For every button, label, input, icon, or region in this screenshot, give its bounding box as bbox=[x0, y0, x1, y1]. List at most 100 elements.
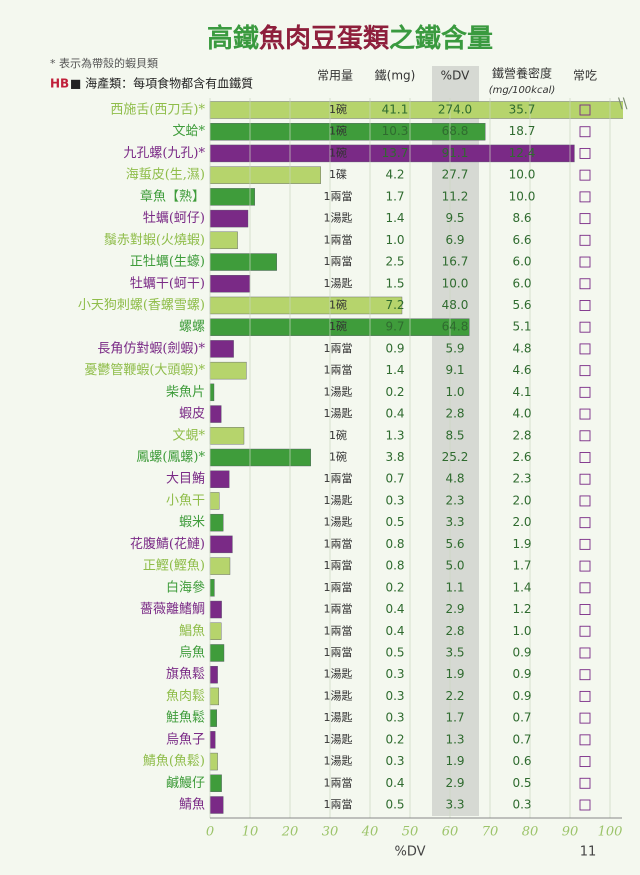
x-tick-label: 90 bbox=[562, 825, 579, 840]
checkbox bbox=[579, 386, 591, 398]
x-tick-label: 0 bbox=[206, 825, 214, 840]
checkbox bbox=[579, 365, 591, 377]
density: 18.7 bbox=[509, 124, 536, 138]
dv-label: 3.3 bbox=[445, 798, 464, 812]
checkbox bbox=[579, 169, 591, 181]
category-label: 烏魚子 bbox=[166, 731, 205, 747]
iron: 0.2 bbox=[385, 732, 404, 746]
portion: 1碗 bbox=[329, 450, 347, 464]
density: 12.4 bbox=[509, 146, 536, 160]
checkbox bbox=[579, 734, 591, 746]
portion: 1湯匙 bbox=[324, 516, 353, 529]
page-number: 11 bbox=[580, 845, 597, 860]
category-label: 海蜇皮(生,濕) bbox=[126, 168, 205, 183]
portion: 1湯匙 bbox=[324, 733, 353, 746]
portion: 1湯匙 bbox=[324, 494, 353, 507]
checkbox bbox=[579, 343, 591, 355]
category-label: 正牡蠣(生蠔) bbox=[130, 254, 205, 270]
category-label: 旗魚鬆 bbox=[166, 666, 205, 682]
density: 4.6 bbox=[512, 363, 531, 377]
portion: 1兩當 bbox=[324, 776, 353, 789]
checkbox bbox=[579, 625, 591, 637]
category-label: 大目鮪 bbox=[166, 472, 205, 487]
category-label: 小天狗刺螺(香螺雪螺) bbox=[78, 298, 205, 313]
bar bbox=[209, 731, 216, 749]
checkbox bbox=[579, 234, 591, 246]
iron: 0.5 bbox=[385, 515, 404, 529]
iron: 0.7 bbox=[385, 472, 404, 486]
checkbox bbox=[579, 669, 591, 681]
density: 1.4 bbox=[512, 580, 531, 594]
category-label: 章魚【熟】 bbox=[140, 188, 205, 204]
bar bbox=[209, 188, 255, 206]
portion: 1湯匙 bbox=[324, 689, 353, 702]
density: 2.8 bbox=[512, 428, 531, 442]
portion: 1湯匙 bbox=[324, 212, 353, 225]
x-tick-label: 70 bbox=[482, 825, 499, 840]
iron: 0.4 bbox=[385, 407, 404, 421]
category-label: 西施舌(西刀舌)* bbox=[110, 103, 205, 118]
density: 2.6 bbox=[512, 450, 531, 464]
title-part: 魚肉豆蛋類 bbox=[259, 23, 390, 54]
density: 2.3 bbox=[512, 472, 531, 486]
bar bbox=[209, 296, 403, 315]
portion: 1湯匙 bbox=[324, 668, 353, 681]
bar bbox=[209, 209, 249, 228]
portion: 1碗 bbox=[329, 145, 347, 159]
dv-label: 48.0 bbox=[442, 298, 469, 312]
category-label: 鯖魚 bbox=[179, 798, 205, 813]
chart-title: 高鐵魚肉豆蛋類之鐵含量 bbox=[207, 23, 493, 54]
category-label: 九孔螺(九孔)* bbox=[123, 146, 205, 161]
bar bbox=[209, 253, 278, 271]
density: 35.7 bbox=[509, 103, 536, 117]
category-label: 文蜆* bbox=[172, 428, 205, 443]
column-header: 常吃 bbox=[573, 69, 597, 83]
iron: 7.2 bbox=[385, 298, 404, 312]
bar bbox=[209, 687, 220, 706]
checkbox bbox=[579, 712, 591, 724]
portion: 1兩當 bbox=[324, 233, 353, 246]
dv-label: 2.3 bbox=[445, 493, 464, 507]
iron: 0.3 bbox=[385, 493, 404, 507]
bars bbox=[209, 101, 623, 814]
title-part: 之鐵含量 bbox=[389, 23, 493, 54]
bar bbox=[209, 405, 222, 423]
title-part: 高鐵 bbox=[207, 23, 259, 54]
checkbox bbox=[579, 495, 591, 507]
x-tick-label: 80 bbox=[522, 825, 539, 840]
bar bbox=[209, 557, 231, 575]
column-header: (mg/100kcal) bbox=[489, 85, 556, 96]
iron: 1.3 bbox=[385, 428, 404, 442]
density: 0.7 bbox=[512, 732, 531, 746]
category-label: 烏魚 bbox=[179, 644, 205, 660]
portion: 1兩當 bbox=[324, 624, 353, 637]
iron: 0.2 bbox=[385, 385, 404, 399]
iron: 0.5 bbox=[385, 798, 404, 812]
checkbox bbox=[579, 104, 591, 116]
iron: 1.7 bbox=[385, 189, 404, 203]
category-label: 魚肉鬆 bbox=[166, 689, 205, 704]
checkbox bbox=[579, 452, 591, 463]
bar bbox=[209, 535, 233, 554]
iron: 0.8 bbox=[385, 559, 404, 573]
checkbox bbox=[579, 278, 591, 290]
bar bbox=[209, 340, 234, 358]
dv-label: 27.7 bbox=[442, 168, 469, 182]
iron: 1.4 bbox=[385, 211, 404, 225]
iron: 0.4 bbox=[385, 602, 404, 616]
x-tick-label: 20 bbox=[281, 825, 299, 840]
category-label: 憂鬱管鞭蝦(大頭蝦)* bbox=[84, 363, 205, 378]
category-label: 蝦米 bbox=[179, 515, 205, 530]
density: 10.0 bbox=[509, 168, 536, 182]
x-tick-label: 10 bbox=[242, 825, 259, 840]
dv-label: 68.8 bbox=[442, 124, 469, 138]
category-label: 薔薇離鰭鯛 bbox=[140, 602, 205, 617]
checkbox bbox=[579, 582, 591, 594]
dv-label: 2.9 bbox=[445, 602, 464, 616]
checkbox bbox=[579, 147, 591, 159]
portion: 1湯匙 bbox=[324, 277, 353, 290]
density: 5.6 bbox=[512, 298, 531, 312]
portion: 1兩當 bbox=[324, 646, 353, 659]
density: 2.0 bbox=[512, 515, 531, 529]
dv-label: 64.8 bbox=[442, 320, 469, 334]
